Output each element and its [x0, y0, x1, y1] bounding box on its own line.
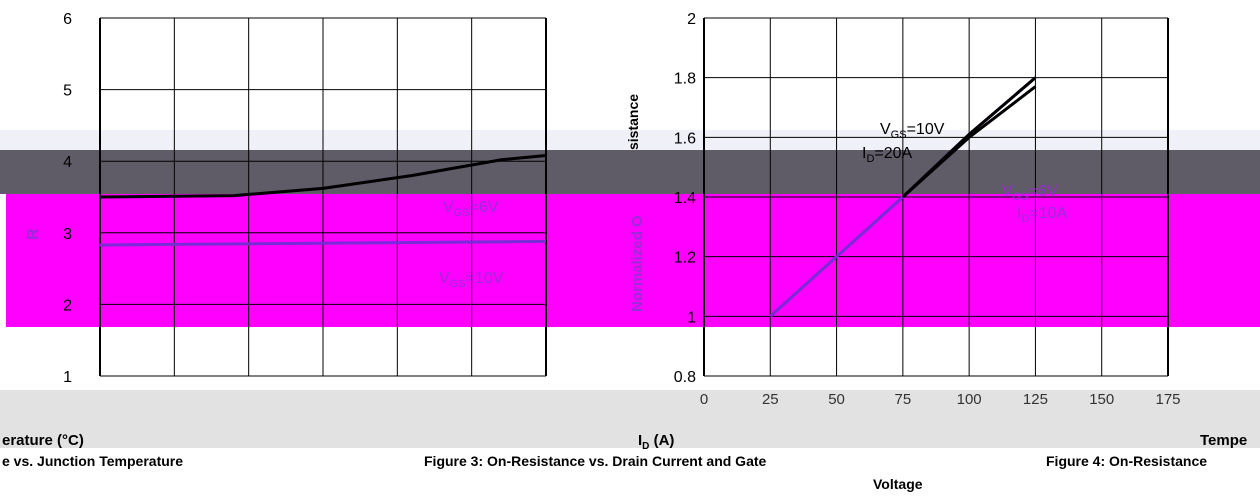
- x-axis-gray-strip: [0, 390, 1260, 448]
- gray-band: [0, 150, 1260, 194]
- chart-2-grid: [703, 17, 1169, 377]
- chart-2-annotation-vgs10: VGS=10V: [880, 121, 945, 141]
- x-tick-label: 100: [957, 391, 982, 408]
- y-tick-label: 5: [63, 83, 72, 100]
- chart-2-annotation-id20: ID=20A: [862, 145, 913, 165]
- chart-2-x-ticks: 0 25 50 75 100 125 150 175: [700, 391, 1181, 408]
- y-tick-label: 1: [63, 369, 72, 386]
- x-tick-label: 50: [828, 391, 845, 408]
- caption-middle: Figure 3: On-Resistance vs. Drain Curren…: [424, 453, 767, 469]
- chart-2-normalized-rds: 0.8 1 1.2 1.4 1.6 1.8 2 0 25 50 75 100 125 150 175 VG…: [625, 11, 1181, 452]
- chart-2-x-axis-label: ID (A): [638, 432, 674, 452]
- chart-2-annotation-id10: ID=10A: [1017, 205, 1068, 225]
- chart-1-rds-vs-temperature: 1 2 3 4 5 6 VGS=6V VGS=10V R erature (°C): [2, 11, 547, 449]
- series-line: [901, 85, 1037, 199]
- x-tick-label: 150: [1089, 391, 1114, 408]
- y-tick-label: 2: [63, 297, 72, 314]
- chart-1-series: [99, 153, 547, 247]
- y-tick-label: 3: [63, 226, 72, 243]
- caption-right-axis: Tempe: [1200, 432, 1247, 449]
- y-tick-label: 6: [63, 11, 72, 28]
- chart-1-x-axis-label: erature (°C): [2, 432, 84, 449]
- chart-1-y-ticks: 1 2 3 4 5 6: [63, 11, 72, 386]
- chart-1-annotation-vgs10: VGS=10V: [439, 270, 504, 290]
- chart-2-y-axis-label-partial: sistance: [625, 94, 641, 150]
- y-tick-label: 4: [63, 154, 72, 171]
- y-tick-label: 1.8: [674, 71, 696, 88]
- y-tick-label: 2: [687, 11, 696, 28]
- x-tick-label: 25: [762, 391, 779, 408]
- chart-2-y-ticks: 0.8 1 1.2 1.4 1.6 1.8 2: [674, 11, 696, 386]
- chart-2-series: [769, 76, 1037, 318]
- caption-right: Figure 4: On-Resistance: [1046, 453, 1207, 469]
- y-tick-label: 1: [687, 309, 696, 326]
- chart-2-annotation-vgs6: VGS=6V: [1002, 183, 1058, 203]
- y-tick-label: 0.8: [674, 369, 696, 386]
- chart-2-y-axis-label: Normalized O: [629, 215, 646, 312]
- x-tick-label: 125: [1023, 391, 1048, 408]
- x-tick-label: 175: [1155, 391, 1180, 408]
- y-tick-label: 1.4: [674, 190, 696, 207]
- caption-left: e vs. Junction Temperature: [2, 453, 183, 469]
- y-tick-label: 1.6: [674, 130, 696, 147]
- light-band: [0, 130, 1260, 152]
- chart-1-annotation-vgs6: VGS=6V: [443, 199, 499, 219]
- series-line: [99, 153, 547, 199]
- y-tick-label: 1.2: [674, 250, 696, 267]
- series-line: [99, 239, 547, 247]
- x-tick-label: 75: [895, 391, 912, 408]
- x-tick-label: 0: [700, 391, 708, 408]
- caption-middle-line2: Voltage: [873, 476, 923, 492]
- chart-1-y-axis-label: R: [25, 228, 42, 240]
